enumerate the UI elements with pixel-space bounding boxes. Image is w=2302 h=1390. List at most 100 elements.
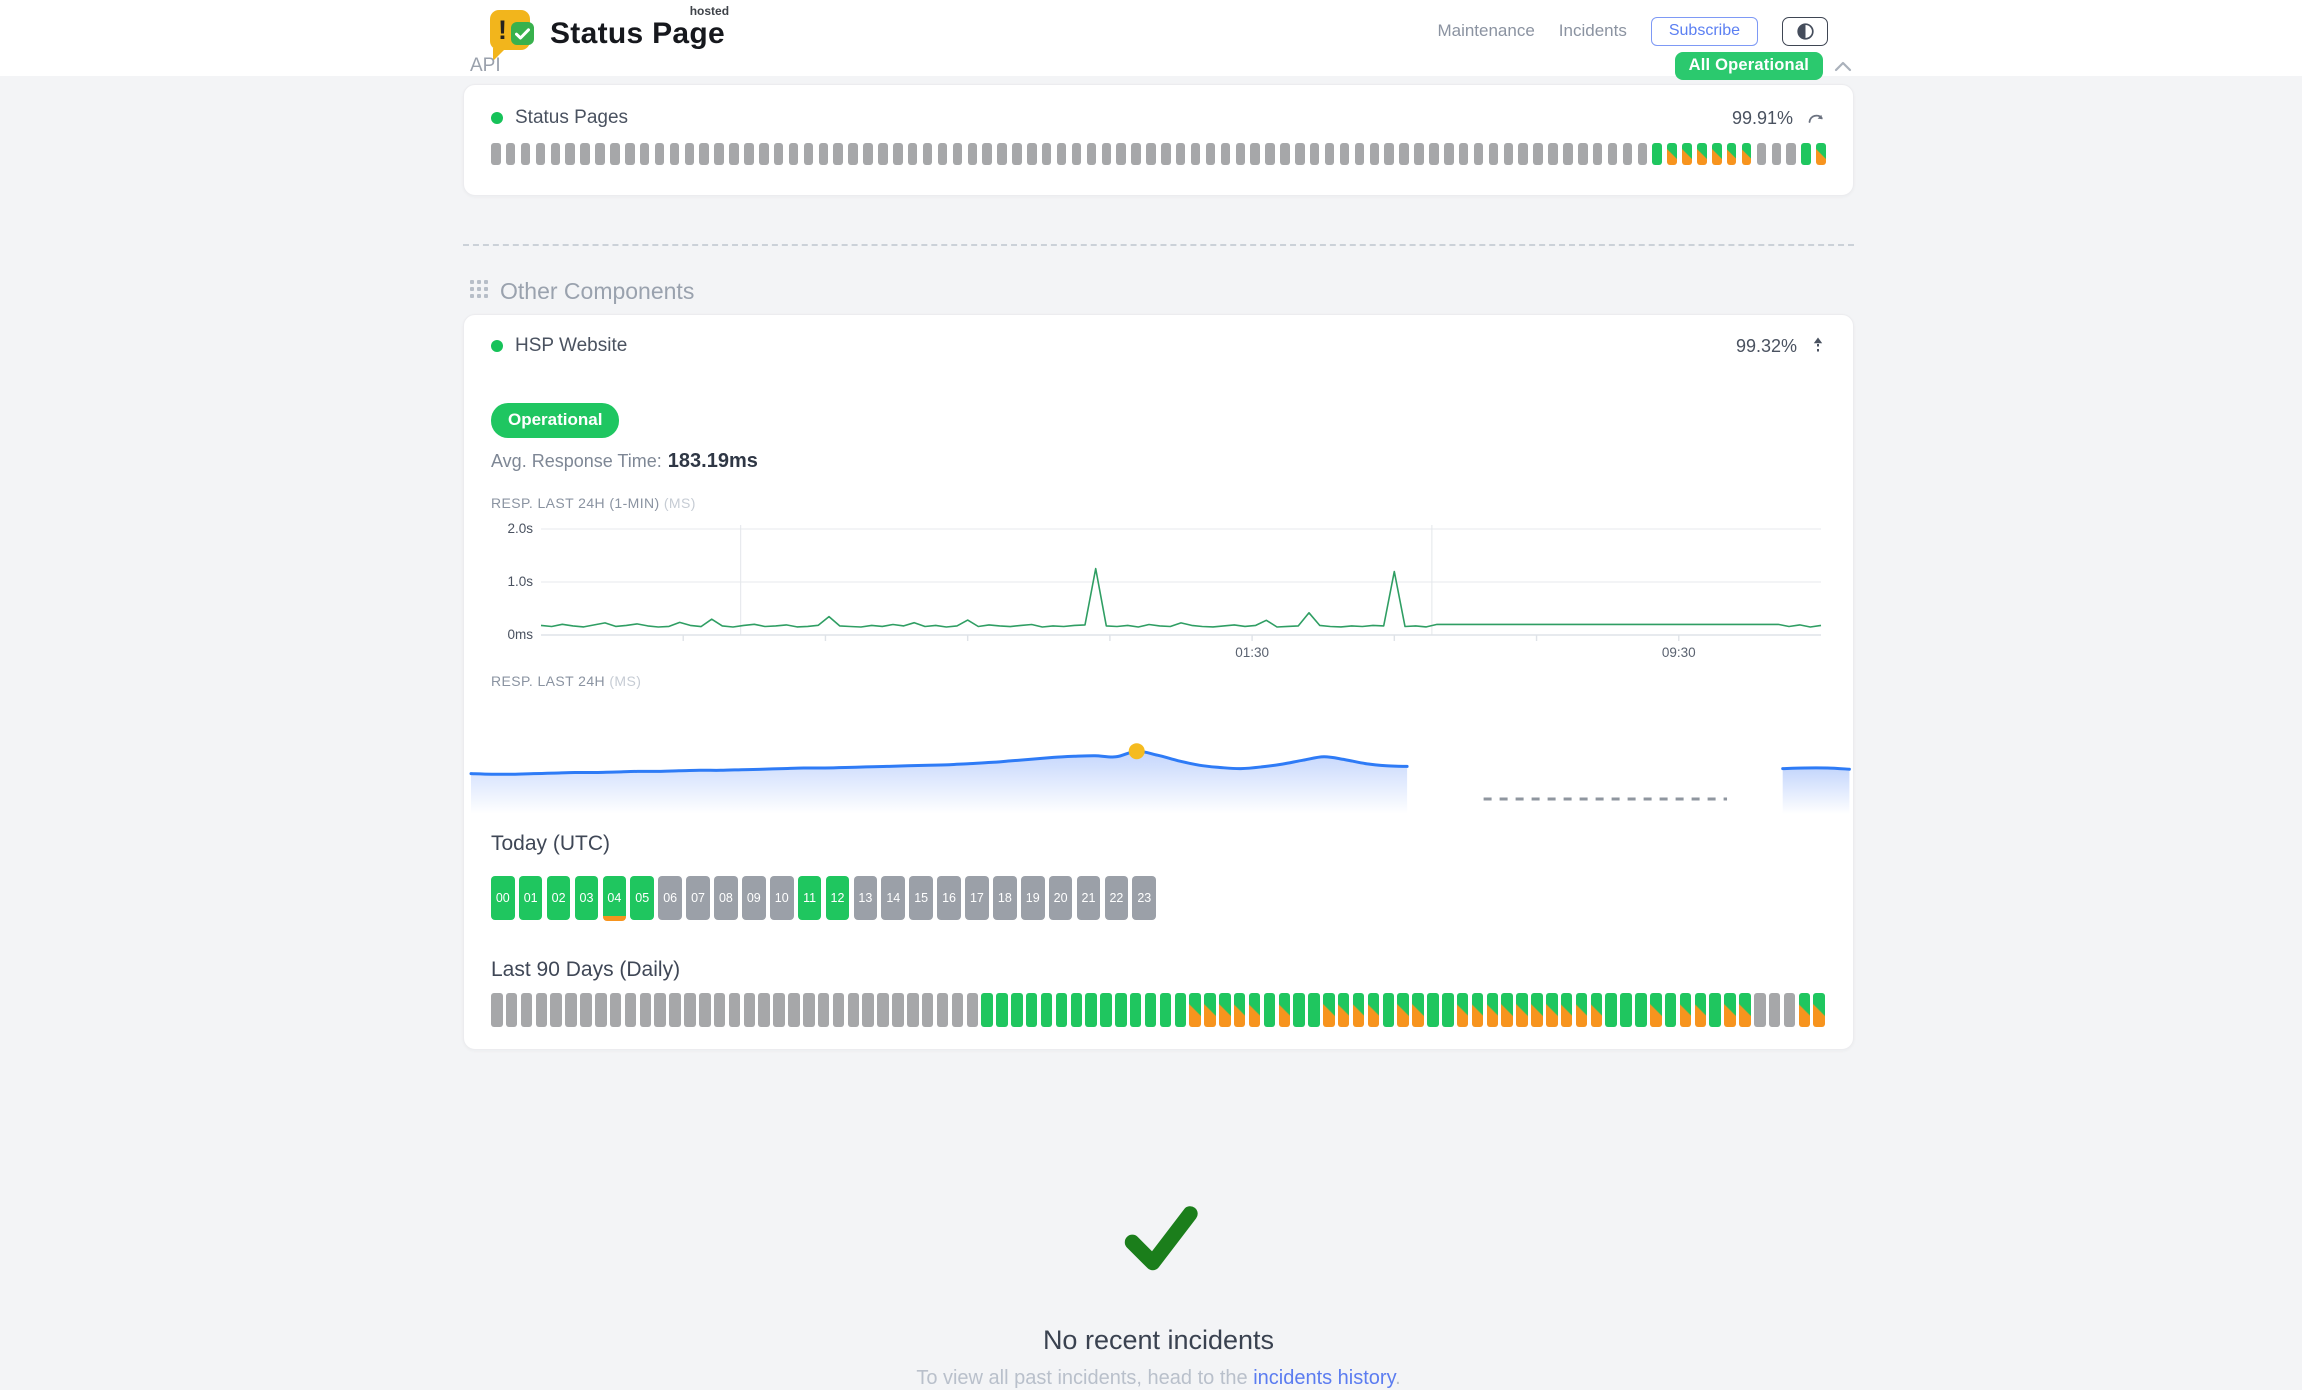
uptime-bar-up[interactable]	[1055, 993, 1068, 1027]
nav-incidents[interactable]: Incidents	[1558, 21, 1627, 40]
uptime-bar-na[interactable]	[1518, 143, 1528, 165]
uptime-bar-na[interactable]	[684, 143, 695, 165]
uptime-bar-na[interactable]	[951, 993, 964, 1027]
uptime-bar-up[interactable]	[1129, 993, 1142, 1027]
uptime-bar-na[interactable]	[1265, 143, 1275, 165]
uptime-bar-na[interactable]	[580, 143, 590, 165]
uptime-bar-partial[interactable]	[1531, 993, 1543, 1027]
uptime-bar-na[interactable]	[1175, 143, 1186, 165]
uptime-bar-up[interactable]	[1085, 993, 1097, 1027]
uptime-bar-partial[interactable]	[1694, 993, 1707, 1027]
uptime-bar-na[interactable]	[759, 143, 769, 165]
uptime-bar-partial[interactable]	[1278, 993, 1291, 1027]
uptime-bar-partial[interactable]	[1590, 993, 1603, 1027]
uptime-bar-na[interactable]	[535, 143, 546, 165]
uptime-bar-na[interactable]	[1116, 143, 1126, 165]
uptime-bar-partial[interactable]	[1813, 993, 1825, 1027]
uptime-bar-na[interactable]	[639, 143, 650, 165]
uptime-bar-na[interactable]	[1444, 143, 1454, 165]
uptime-bar-na[interactable]	[1622, 143, 1633, 165]
hour-box-22[interactable]: 22	[1104, 876, 1129, 920]
uptime-bar-partial[interactable]	[1712, 143, 1722, 165]
uptime-bar-na[interactable]	[1190, 143, 1201, 165]
uptime-bar-na[interactable]	[788, 993, 800, 1027]
uptime-bar-na[interactable]	[1754, 993, 1766, 1027]
uptime-bar-na[interactable]	[744, 143, 754, 165]
uptime-bar-na[interactable]	[639, 993, 652, 1027]
uptime-bar-partial[interactable]	[1397, 993, 1409, 1027]
uptime-bar-na[interactable]	[624, 993, 637, 1027]
uptime-bar-up[interactable]	[1652, 143, 1662, 165]
uptime-bar-na[interactable]	[1473, 143, 1484, 165]
uptime-bar-na[interactable]	[714, 143, 724, 165]
uptime-bar-partial[interactable]	[1323, 993, 1335, 1027]
uptime-bar-up[interactable]	[1070, 993, 1083, 1027]
uptime-bar-partial[interactable]	[1560, 993, 1573, 1027]
chevron-up-icon[interactable]	[1834, 60, 1852, 72]
uptime-bar-na[interactable]	[1071, 143, 1082, 165]
uptime-bar-up[interactable]	[1144, 993, 1157, 1027]
hour-box-02[interactable]: 02	[546, 876, 571, 920]
uptime-bar-na[interactable]	[1056, 143, 1067, 165]
uptime-bar-na[interactable]	[952, 143, 963, 165]
hour-box-23[interactable]: 23	[1132, 876, 1157, 920]
uptime-bar-up[interactable]	[996, 993, 1008, 1027]
hour-box-06[interactable]: 06	[658, 876, 682, 920]
hour-box-15[interactable]: 15	[909, 876, 933, 920]
uptime-bar-na[interactable]	[803, 143, 814, 165]
hour-box-09[interactable]: 09	[742, 876, 766, 920]
uptime-bar-na[interactable]	[818, 143, 829, 165]
uptime-bar-na[interactable]	[1563, 143, 1573, 165]
uptime-bar-up[interactable]	[1040, 993, 1053, 1027]
hour-box-04[interactable]: 04	[602, 876, 627, 921]
uptime-bar-up[interactable]	[1605, 993, 1617, 1027]
uptime-bar-up[interactable]	[1011, 993, 1023, 1027]
uptime-bar-na[interactable]	[1250, 143, 1260, 165]
uptime-bar-na[interactable]	[1578, 143, 1588, 165]
uptime-bar-na[interactable]	[565, 993, 577, 1027]
uptime-bar-na[interactable]	[1041, 143, 1052, 165]
uptime-bar-na[interactable]	[743, 993, 756, 1027]
uptime-bar-partial[interactable]	[1233, 993, 1246, 1027]
uptime-bar-na[interactable]	[921, 993, 934, 1027]
uptime-bar-na[interactable]	[1429, 143, 1439, 165]
uptime-bar-na[interactable]	[535, 993, 548, 1027]
uptime-bar-partial[interactable]	[1575, 993, 1588, 1027]
uptime-bar-na[interactable]	[848, 143, 858, 165]
uptime-bar-up[interactable]	[1100, 993, 1112, 1027]
uptime-bar-na[interactable]	[520, 993, 533, 1027]
hour-box-14[interactable]: 14	[881, 876, 906, 920]
hour-box-11[interactable]: 11	[797, 876, 822, 920]
uptime-bar-up[interactable]	[1620, 993, 1632, 1027]
uptime-bar-na[interactable]	[1458, 143, 1469, 165]
uptime-bar-na[interactable]	[773, 993, 785, 1027]
uptime-bar-partial[interactable]	[1697, 143, 1707, 165]
uptime-bar-na[interactable]	[699, 993, 711, 1027]
uptime-bar-na[interactable]	[1235, 143, 1246, 165]
uptime-bar-na[interactable]	[609, 993, 622, 1027]
hour-box-16[interactable]: 16	[937, 876, 961, 920]
uptime-bar-na[interactable]	[520, 143, 531, 165]
uptime-bar-na[interactable]	[1295, 143, 1305, 165]
uptime-bar-partial[interactable]	[1352, 993, 1365, 1027]
uptime-bar-partial[interactable]	[1739, 993, 1751, 1027]
uptime-bar-na[interactable]	[1503, 143, 1514, 165]
uptime-bar-na[interactable]	[997, 143, 1007, 165]
uptime-bar-na[interactable]	[967, 143, 977, 165]
uptime-bar-na[interactable]	[505, 143, 516, 165]
uptime-bar-na[interactable]	[1533, 143, 1543, 165]
uptime-bar-na[interactable]	[1220, 143, 1231, 165]
hour-box-08[interactable]: 08	[714, 876, 738, 920]
uptime-bar-partial[interactable]	[1726, 143, 1737, 165]
hour-box-13[interactable]: 13	[853, 876, 878, 920]
uptime-bar-partial[interactable]	[1667, 143, 1677, 165]
uptime-bar-up[interactable]	[1427, 993, 1439, 1027]
uptime-bar-na[interactable]	[669, 143, 680, 165]
uptime-bar-na[interactable]	[1101, 143, 1112, 165]
uptime-bar-na[interactable]	[937, 143, 948, 165]
uptime-bar-na[interactable]	[1146, 143, 1156, 165]
hour-box-05[interactable]: 05	[630, 876, 655, 920]
uptime-bar-up[interactable]	[1308, 993, 1320, 1027]
uptime-bar-na[interactable]	[892, 993, 904, 1027]
hour-box-18[interactable]: 18	[993, 876, 1017, 920]
